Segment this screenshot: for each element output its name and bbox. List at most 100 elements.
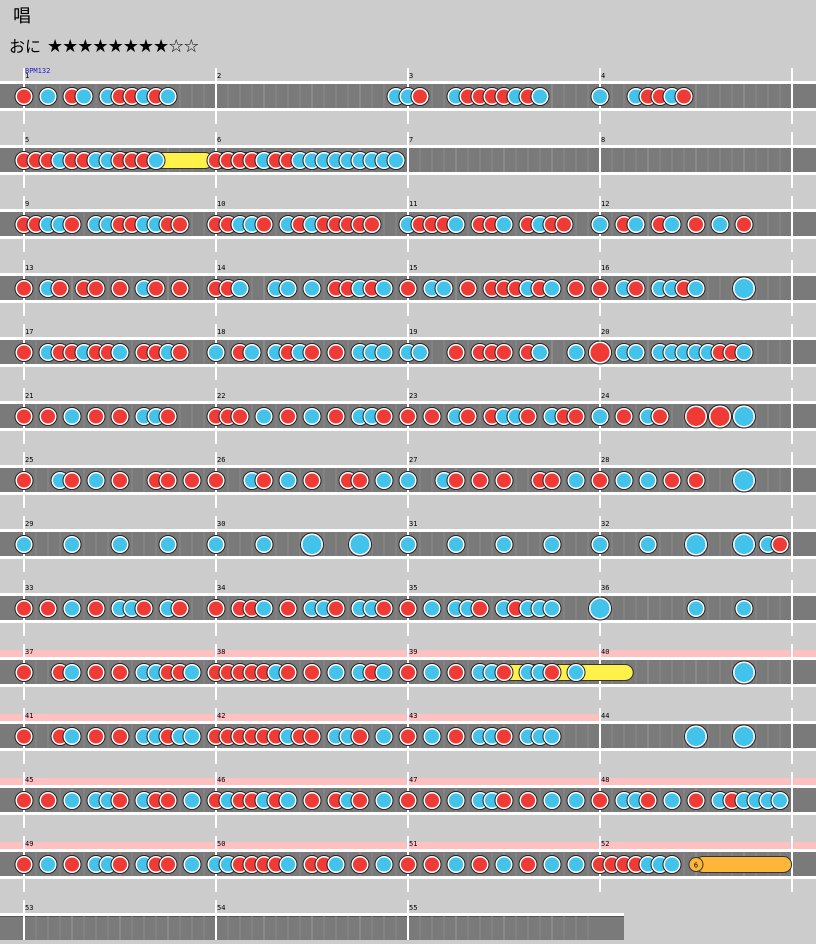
- difficulty-stars: ★★★★★★★★☆☆: [47, 36, 199, 57]
- measure-number: 18: [217, 328, 225, 336]
- ka-note: [158, 535, 178, 554]
- measure-number: 19: [409, 328, 417, 336]
- note-face: [593, 793, 607, 808]
- don-note: [470, 471, 490, 490]
- difficulty-row: おに ★★★★★★★★☆☆: [9, 36, 199, 57]
- measure-number: 12: [601, 200, 609, 208]
- ka-note: [614, 471, 634, 490]
- note-face: [17, 89, 31, 104]
- note-face: [329, 601, 343, 616]
- measure-number: 42: [217, 712, 225, 720]
- note-face: [161, 537, 175, 552]
- don-note: [14, 343, 34, 362]
- note-face: [89, 665, 103, 680]
- note-face: [497, 665, 511, 680]
- measure-number: 21: [25, 392, 33, 400]
- don-note: [38, 599, 58, 618]
- note-face: [569, 473, 583, 488]
- ka-note: [638, 535, 658, 554]
- note-face: [377, 409, 391, 424]
- note-face: [593, 409, 607, 424]
- measure-line: [23, 900, 25, 940]
- don-note: [374, 599, 394, 618]
- measure-number: 44: [601, 712, 609, 720]
- note-face: [473, 601, 487, 616]
- note-face: [305, 473, 319, 488]
- measure-line: [215, 900, 217, 940]
- ka-big-note: [732, 724, 756, 749]
- don-note: [518, 407, 538, 426]
- note-face: [449, 665, 463, 680]
- note-face: [401, 729, 415, 744]
- measure-line-end: [791, 452, 793, 508]
- note-face: [113, 281, 127, 296]
- note-face: [65, 473, 79, 488]
- measure-number: 28: [601, 456, 609, 464]
- note-face: [257, 217, 271, 232]
- note-face: [302, 535, 322, 554]
- measure-number: 16: [601, 264, 609, 272]
- ka-note: [302, 279, 322, 298]
- bpm-label: BPM132: [25, 67, 51, 75]
- ka-note: [254, 535, 274, 554]
- note-face: [734, 727, 754, 746]
- note-face: [209, 537, 223, 552]
- note-face: [209, 345, 223, 360]
- note-face: [353, 473, 367, 488]
- note-face: [149, 281, 163, 296]
- note-face: [41, 89, 55, 104]
- note-face: [113, 473, 127, 488]
- note-face: [665, 217, 679, 232]
- note-face: [377, 729, 391, 744]
- ka-note: [662, 855, 682, 874]
- don-note: [398, 663, 418, 682]
- ka-big-note: [684, 532, 708, 557]
- ka-note: [410, 343, 430, 362]
- measure-number: 40: [601, 648, 609, 656]
- note-face: [401, 473, 415, 488]
- don-note: [566, 279, 586, 298]
- measure-line: [599, 708, 601, 764]
- note-face: [713, 217, 727, 232]
- note-face: [629, 281, 643, 296]
- balloon-bar: [694, 856, 793, 873]
- note-face: [734, 407, 754, 426]
- don-note: [302, 791, 322, 810]
- ka-note: [566, 855, 586, 874]
- note-face: [593, 537, 607, 552]
- ka-note: [62, 727, 82, 746]
- note-face: [89, 729, 103, 744]
- don-note: [398, 855, 418, 874]
- don-note: [302, 343, 322, 362]
- don-note: [398, 727, 418, 746]
- don-note: [158, 855, 178, 874]
- measure-number: 10: [217, 200, 225, 208]
- measure-number: 17: [25, 328, 33, 336]
- don-note: [446, 663, 466, 682]
- note-face: [329, 665, 343, 680]
- ka-note: [326, 663, 346, 682]
- measure-number: 34: [217, 584, 225, 592]
- note-face: [281, 665, 295, 680]
- ka-note: [182, 791, 202, 810]
- note-face: [497, 537, 511, 552]
- note-face: [569, 281, 583, 296]
- ka-note: [734, 599, 754, 618]
- note-face: [65, 793, 79, 808]
- ka-note: [494, 215, 514, 234]
- measure-line: [407, 132, 409, 188]
- measure-line-end: [791, 260, 793, 316]
- note-face: [629, 345, 643, 360]
- don-note: [614, 407, 634, 426]
- ka-note: [326, 855, 346, 874]
- measure-line-end: [791, 388, 793, 444]
- note-face: [41, 857, 55, 872]
- measure-line-end: [791, 644, 793, 700]
- note-face: [377, 473, 391, 488]
- don-note: [470, 599, 490, 618]
- don-note: [626, 279, 646, 298]
- note-face: [257, 537, 271, 552]
- ka-note: [62, 791, 82, 810]
- don-note: [518, 791, 538, 810]
- note-face: [257, 601, 271, 616]
